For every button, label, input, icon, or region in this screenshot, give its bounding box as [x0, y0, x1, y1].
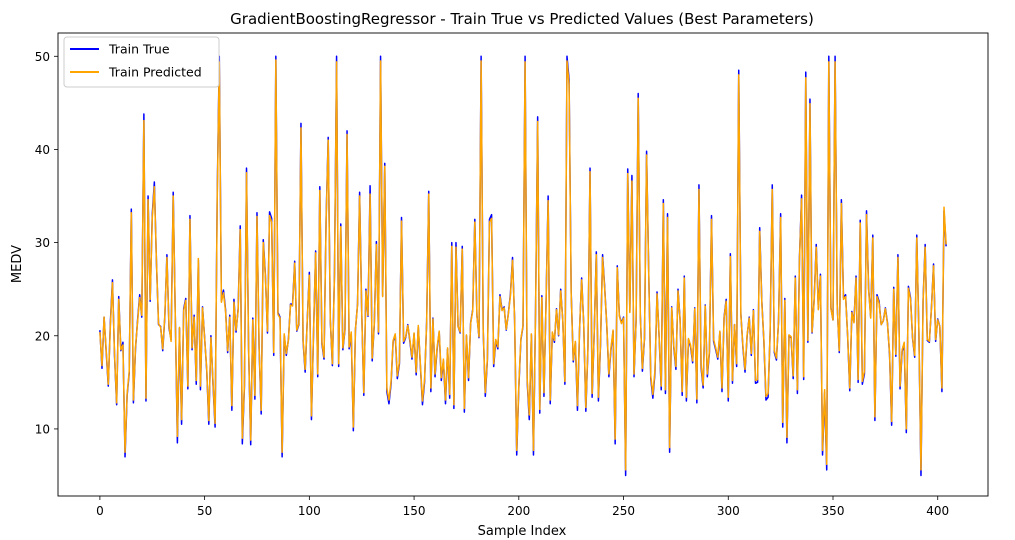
x-tick-label: 350 [822, 504, 845, 518]
x-tick-label: 0 [96, 504, 104, 518]
y-tick-label: 20 [35, 329, 50, 343]
chart-title: GradientBoostingRegressor - Train True v… [230, 10, 814, 28]
series-layer [99, 55, 947, 477]
x-tick-label: 200 [507, 504, 530, 518]
plot-frame [57, 32, 989, 497]
x-tick-label: 150 [403, 504, 426, 518]
legend-box [63, 36, 220, 88]
y-tick-label: 40 [35, 143, 50, 157]
y-tick-label: 50 [35, 50, 50, 64]
y-tick-label: 10 [35, 422, 50, 436]
x-tick-label: 250 [612, 504, 635, 518]
y-axis-label: MEDV [10, 245, 25, 283]
legend-label-train-true: Train True [108, 42, 170, 57]
legend-label-train-predicted: Train Predicted [108, 65, 202, 80]
x-axis: 0 50 100 150 200 250 300 350 400 [96, 496, 949, 518]
x-axis-label: Sample Index [478, 524, 567, 539]
x-tick-label: 400 [926, 504, 949, 518]
series-line-train-predicted [99, 59, 947, 471]
x-tick-label: 50 [197, 504, 212, 518]
legend: Train True Train Predicted [63, 36, 220, 88]
x-tick-label: 300 [717, 504, 740, 518]
x-tick-label: 100 [298, 504, 321, 518]
y-tick-label: 30 [35, 236, 50, 250]
y-axis: 10 20 30 40 50 [35, 50, 58, 436]
